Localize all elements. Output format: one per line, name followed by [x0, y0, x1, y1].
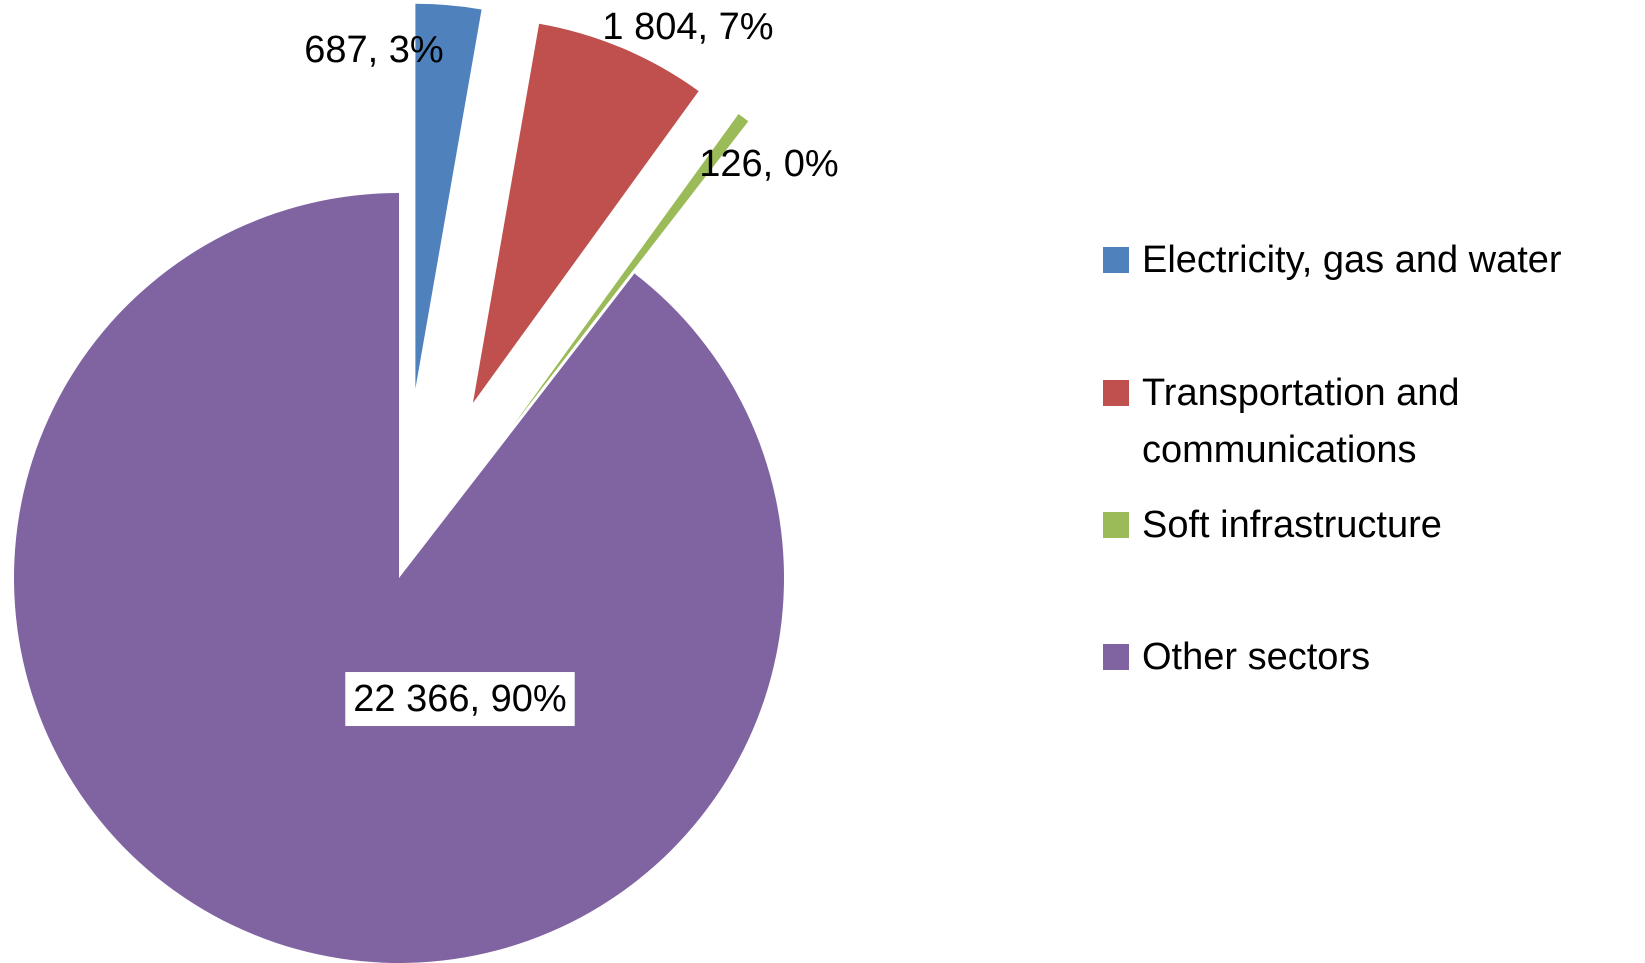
data-label: 687, 3% [304, 29, 443, 71]
pie-slice [13, 193, 784, 963]
data-label: 126, 0% [699, 143, 838, 185]
legend-item: Other sectors [1103, 629, 1633, 686]
data-label-box: 22 366, 90% [345, 672, 575, 727]
legend-swatch [1103, 512, 1129, 538]
legend-item: Soft infrastructure [1103, 497, 1633, 554]
legend-swatch [1103, 380, 1129, 406]
data-label: 22 366, 90% [353, 678, 566, 720]
legend-swatch [1103, 644, 1129, 670]
legend-swatch [1103, 247, 1129, 273]
pie-slice [512, 113, 749, 426]
legend-item: Transportation and communications [1103, 365, 1633, 479]
legend-label: Transportation and communications [1142, 372, 1460, 471]
legend-item: Electricity, gas and water [1103, 232, 1633, 289]
legend-label: Other sectors [1142, 636, 1371, 678]
pie-slice [472, 23, 699, 403]
data-label: 1 804, 7% [602, 6, 773, 48]
legend-label: Soft infrastructure [1142, 504, 1442, 546]
pie-slice [415, 3, 482, 389]
legend-label: Electricity, gas and water [1142, 239, 1562, 281]
label-background [345, 672, 575, 727]
